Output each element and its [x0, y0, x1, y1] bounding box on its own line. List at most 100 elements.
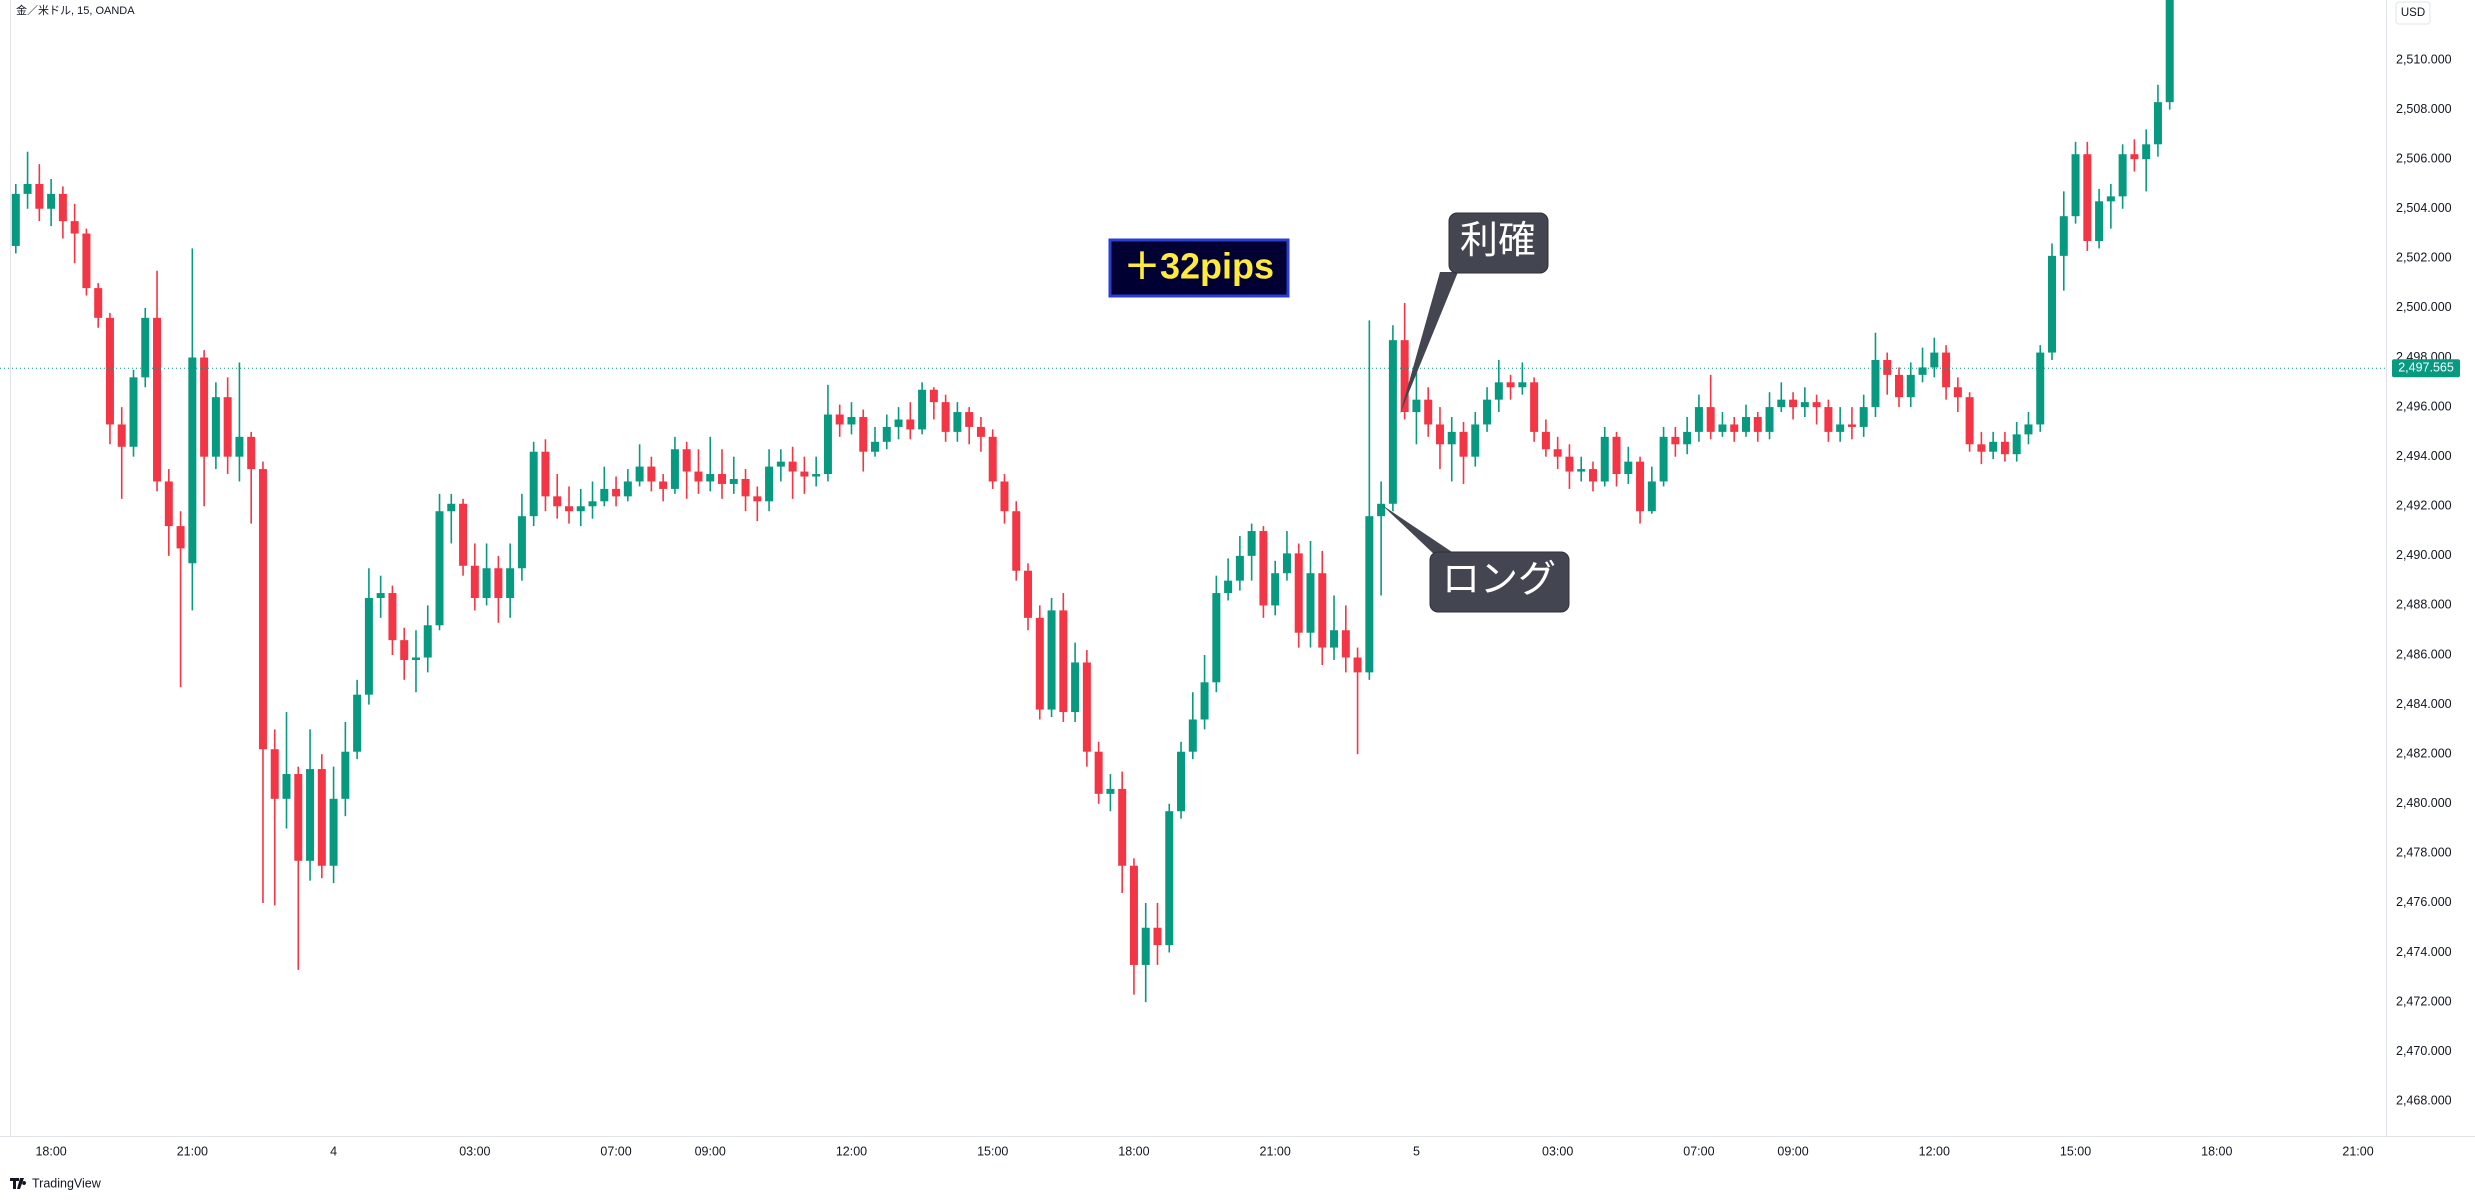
- candle-body: [1847, 424, 1856, 427]
- candle-body: [47, 193, 56, 209]
- candle-body: [1600, 436, 1609, 482]
- y-tick-label: 2,506.000: [2396, 151, 2452, 165]
- candle-body: [2118, 154, 2127, 197]
- candle-body: [1341, 630, 1350, 658]
- brand-logo: [10, 1178, 27, 1189]
- x-tick-label: 4: [330, 1144, 337, 1158]
- candle-body: [376, 593, 385, 598]
- candle-body: [1282, 553, 1291, 574]
- candle-body: [2130, 154, 2139, 160]
- candle-body: [1824, 407, 1833, 432]
- candle-body: [1765, 407, 1774, 432]
- candle-body: [2012, 434, 2021, 455]
- y-tick-label: 2,488.000: [2396, 598, 2452, 612]
- candle-body: [1400, 340, 1409, 413]
- candle-body: [223, 397, 232, 457]
- candle-body: [564, 506, 573, 512]
- y-tick-label: 2,474.000: [2396, 945, 2452, 959]
- y-tick-label: 2,500.000: [2396, 300, 2452, 314]
- candle-body: [2142, 144, 2151, 160]
- x-tick-label: 15:00: [2060, 1144, 2091, 1158]
- candle-body: [1636, 461, 1645, 512]
- candle-body: [1471, 424, 1480, 457]
- y-tick-label: 2,504.000: [2396, 201, 2452, 215]
- candle-body: [176, 526, 185, 549]
- candle-body: [1906, 374, 1915, 398]
- candle-body: [1953, 387, 1962, 398]
- candle-body: [364, 597, 373, 695]
- candle-body: [1012, 511, 1021, 571]
- overlay: ＋32pips 利確 ロング: [1108, 212, 1570, 613]
- candle-body: [1836, 424, 1845, 432]
- candle-body: [1741, 417, 1750, 432]
- candle-body: [718, 474, 726, 484]
- candle-body: [1895, 374, 1903, 398]
- candle-body: [494, 568, 503, 598]
- candle-body: [270, 749, 279, 799]
- x-tick-label: 09:00: [695, 1144, 726, 1158]
- candle-body: [506, 568, 515, 598]
- candle-body: [1541, 431, 1550, 450]
- candle-body: [235, 436, 244, 457]
- candle-body: [1388, 340, 1397, 504]
- candle-body: [765, 466, 774, 502]
- x-tick-label: 18:00: [1118, 1144, 1149, 1158]
- y-tick-label: 2,472.000: [2396, 994, 2452, 1008]
- candle-body: [164, 481, 173, 527]
- candle-body: [1377, 503, 1386, 517]
- candle-body: [1294, 553, 1303, 633]
- candle-body: [1188, 719, 1197, 752]
- candle-body: [1435, 424, 1444, 445]
- candle-body: [929, 389, 938, 403]
- candle-body: [2153, 102, 2162, 145]
- candle-body: [1353, 657, 1362, 673]
- last-price-box: [2392, 359, 2460, 378]
- candle-body: [576, 506, 585, 512]
- candle-body: [1212, 593, 1221, 683]
- candle-body: [1683, 431, 1692, 445]
- candle-body: [2083, 154, 2092, 241]
- candle-body: [1800, 402, 1809, 408]
- currency-label[interactable]: USD: [2401, 7, 2425, 19]
- candle-body: [11, 193, 20, 246]
- candle-body: [70, 221, 79, 234]
- candle-body: [1330, 630, 1339, 648]
- plot-area: [0, 0, 2386, 1003]
- y-tick-label: 2,490.000: [2396, 548, 2452, 562]
- candle-body: [435, 511, 444, 626]
- candle-body: [1659, 436, 1668, 482]
- candle-body: [400, 640, 409, 660]
- x-tick-label: 18:00: [2201, 1144, 2232, 1158]
- candle-body: [1553, 449, 1562, 457]
- candle-body: [447, 503, 456, 512]
- x-tick-label: 15:00: [977, 1144, 1008, 1158]
- candle-body: [1671, 436, 1680, 445]
- candle-body: [2048, 255, 2057, 353]
- candle-body: [1035, 617, 1044, 710]
- candle-body: [2106, 196, 2115, 202]
- candle-body: [411, 657, 420, 660]
- y-tick-label: 2,496.000: [2396, 399, 2452, 413]
- candle-body: [612, 488, 621, 497]
- y-tick-label: 2,484.000: [2396, 697, 2452, 711]
- candle-body: [35, 183, 44, 209]
- candle-body: [976, 426, 985, 437]
- candle-body: [1306, 573, 1315, 633]
- candle-body: [1930, 352, 1939, 368]
- currency-box[interactable]: [2395, 1, 2431, 25]
- candle-body: [188, 357, 197, 564]
- candle-body: [2036, 352, 2045, 425]
- candle-body: [694, 471, 703, 482]
- candle-body: [141, 317, 150, 378]
- candle-body: [2059, 216, 2068, 256]
- candle-body: [1706, 407, 1715, 432]
- candle-body: [341, 751, 350, 799]
- candle-body: [1000, 481, 1009, 512]
- candle-body: [1247, 531, 1256, 556]
- y-tick-label: 2,478.000: [2396, 846, 2452, 860]
- candle-body: [482, 568, 491, 598]
- candle-body: [306, 769, 315, 861]
- candle-body: [94, 288, 103, 318]
- candle-body: [623, 481, 632, 497]
- candle-body: [859, 417, 868, 452]
